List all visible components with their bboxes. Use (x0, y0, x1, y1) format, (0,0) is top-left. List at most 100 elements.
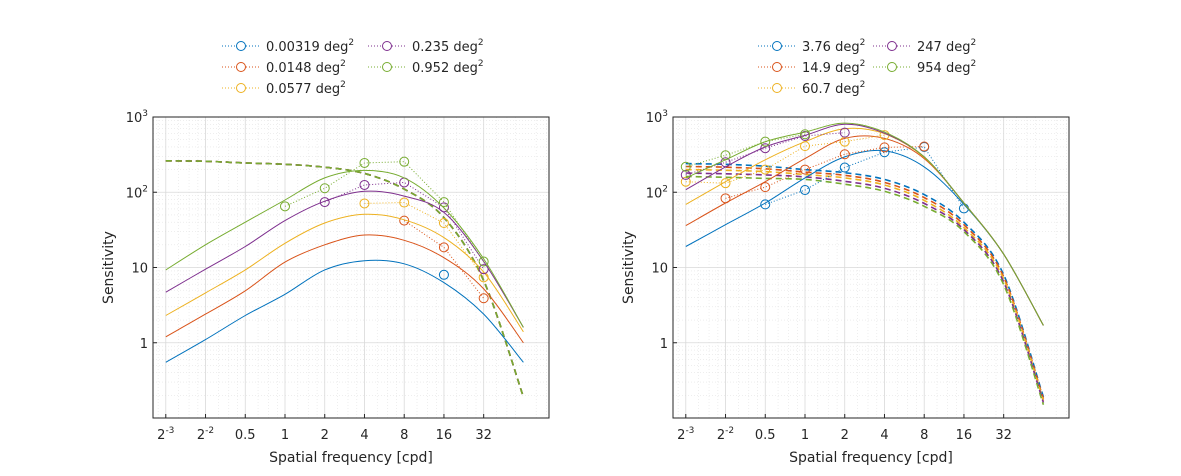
legend-label-exponent: 2 (860, 59, 866, 69)
legend-marker-icon (772, 83, 782, 93)
legend-label-text: 0.0577 deg (266, 82, 340, 97)
x-tick-label: 1 (801, 428, 809, 443)
x-tick-text: 2 (717, 428, 725, 443)
x-tick-label: 4 (880, 428, 888, 443)
legend-label-exponent: 2 (348, 38, 354, 48)
model-line (165, 169, 524, 328)
x-tick-text: 8 (920, 428, 928, 443)
x-tick-label: 2-3 (157, 426, 174, 443)
legend-label-exponent: 2 (340, 59, 346, 69)
y-tick-text: 10 (126, 111, 143, 126)
y-tick-text: 10 (126, 186, 143, 201)
y-tick-exponent: 3 (662, 109, 668, 119)
measured-point (760, 164, 771, 175)
x-tick-text: 0.5 (755, 428, 776, 443)
series-4 (685, 172, 1045, 403)
x-tick-text: 1 (281, 428, 289, 443)
x-tick-label: 2 (321, 428, 329, 443)
legend-label-text: 954 deg (917, 61, 970, 76)
x-tick-label: 2 (841, 428, 849, 443)
measured-point (680, 161, 691, 172)
legend-marker-icon (772, 41, 782, 51)
legend-label-text: 0.235 deg (412, 40, 478, 55)
legend-label-exponent: 2 (970, 59, 976, 69)
measured-point (438, 218, 449, 229)
measured-point (800, 164, 810, 175)
x-tick-label: 32 (995, 428, 1012, 443)
x-tick-label: 2-2 (197, 426, 214, 443)
legend-item[interactable]: 0.952 deg2 (368, 59, 484, 76)
x-tick-exponent: -2 (205, 426, 214, 436)
series-4-model (165, 177, 524, 328)
x-axis-label: Spatial frequency [cpd] (789, 450, 953, 466)
x-tick-text: 2 (197, 428, 205, 443)
legend-marker-icon (382, 62, 392, 72)
measured-dotted-line (725, 146, 925, 199)
measured-point (720, 150, 731, 161)
measured-point (680, 176, 691, 187)
measured-point (839, 127, 850, 138)
legend-label: 0.0577 deg2 (266, 80, 346, 97)
x-tick-text: 8 (400, 428, 408, 443)
x-axis-label: Spatial frequency [cpd] (269, 450, 433, 466)
legend-label-exponent: 2 (478, 59, 484, 69)
legend-label-text: 60.7 deg (802, 82, 860, 97)
y-tick-label: 10 (131, 262, 148, 277)
legend-item[interactable]: 60.7 deg2 (758, 80, 865, 97)
measured-point (839, 162, 850, 173)
plot-area (165, 156, 525, 398)
x-tick-text: 2 (841, 428, 849, 443)
legend-item[interactable]: 247 deg2 (873, 38, 976, 55)
measured-point (800, 141, 810, 152)
measured-dotted-line (685, 132, 845, 176)
legend-label-exponent: 2 (340, 80, 346, 90)
x-tick-exponent: -3 (165, 426, 174, 436)
measured-point (680, 169, 691, 180)
legend-item[interactable]: 0.0148 deg2 (222, 59, 346, 76)
baseline-dashed-line (685, 175, 1045, 405)
measured-point (478, 256, 489, 267)
legend-label-text: 3.76 deg (802, 40, 860, 55)
measured-point (478, 264, 489, 275)
measured-point (760, 136, 771, 147)
legend-item[interactable]: 3.76 deg2 (758, 38, 865, 55)
x-tick-label: 0.5 (235, 428, 256, 443)
y-tick-text: 10 (651, 262, 668, 277)
legend-item[interactable]: 954 deg2 (873, 59, 976, 76)
y-axis-label: Sensitivity (621, 231, 637, 304)
measured-point (720, 178, 731, 189)
legend-label-text: 247 deg (917, 40, 970, 55)
measured-point (399, 156, 410, 167)
legend-label-text: 14.9 deg (802, 61, 860, 76)
series-3 (685, 168, 1045, 401)
y-tick-label: 102 (126, 184, 148, 201)
legend-item[interactable]: 0.00319 deg2 (222, 38, 354, 55)
baseline-dashed-line (685, 172, 1045, 403)
measured-point (438, 269, 449, 280)
measured-point (319, 183, 330, 194)
x-tick-label: 2-2 (717, 426, 734, 443)
x-tick-text: 32 (475, 428, 492, 443)
model-line (165, 259, 524, 363)
y-tick-label: 103 (126, 109, 148, 126)
series-5 (685, 175, 1045, 405)
legend-label-exponent: 2 (860, 80, 866, 90)
x-tick-text: 4 (360, 428, 368, 443)
y-tick-label: 10 (651, 262, 668, 277)
legend-label: 954 deg2 (917, 59, 976, 76)
legend-item[interactable]: 0.0577 deg2 (222, 80, 346, 97)
baseline-dashed-line (685, 168, 1045, 401)
legend-item[interactable]: 0.235 deg2 (368, 38, 484, 55)
legend-label-text: 0.0148 deg (266, 61, 340, 76)
series-5 (165, 160, 525, 398)
measured-point (438, 197, 449, 208)
model-line (165, 213, 524, 333)
x-tick-text: 32 (995, 428, 1012, 443)
legend-label-text: 0.952 deg (412, 61, 478, 76)
measured-point (438, 242, 449, 253)
measured-point (478, 272, 489, 283)
legend-item[interactable]: 14.9 deg2 (758, 59, 865, 76)
